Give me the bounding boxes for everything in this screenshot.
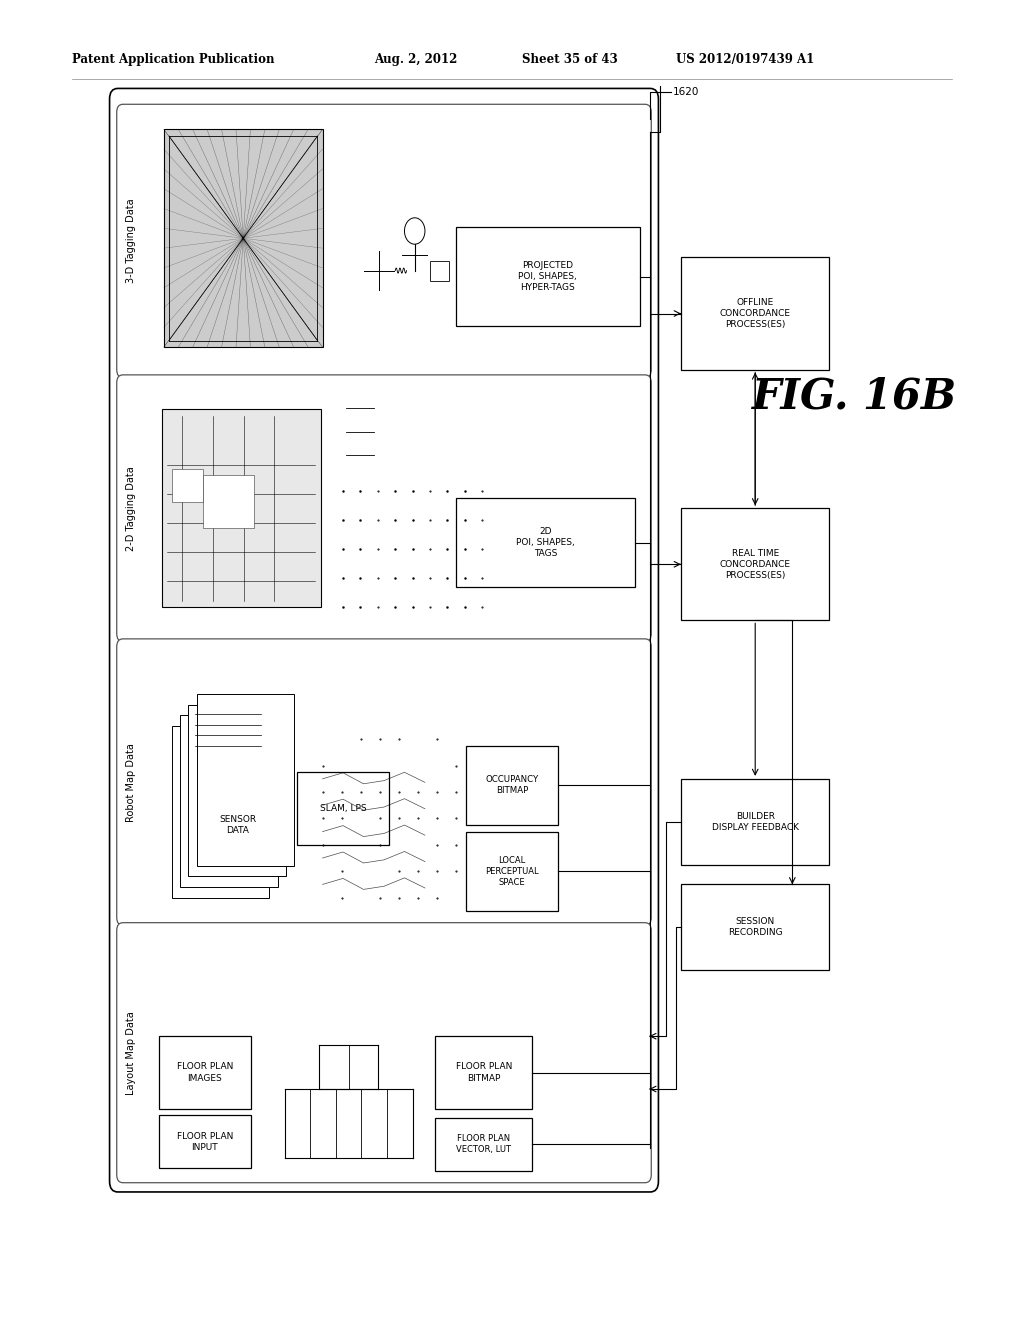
Text: LOCAL
PERCEPTUAL
SPACE: LOCAL PERCEPTUAL SPACE (485, 855, 539, 887)
FancyBboxPatch shape (117, 375, 651, 642)
Text: REAL TIME
CONCORDANCE
PROCESS(ES): REAL TIME CONCORDANCE PROCESS(ES) (720, 549, 791, 579)
FancyBboxPatch shape (466, 746, 558, 825)
FancyBboxPatch shape (435, 1118, 532, 1171)
Text: OFFLINE
CONCORDANCE
PROCESS(ES): OFFLINE CONCORDANCE PROCESS(ES) (720, 298, 791, 329)
Text: 1620: 1620 (673, 87, 699, 98)
FancyBboxPatch shape (188, 705, 286, 876)
FancyBboxPatch shape (203, 475, 254, 528)
FancyBboxPatch shape (435, 1036, 532, 1109)
FancyBboxPatch shape (162, 409, 321, 607)
FancyBboxPatch shape (110, 88, 658, 1192)
FancyBboxPatch shape (180, 715, 278, 887)
Text: SENSOR
DATA: SENSOR DATA (219, 816, 256, 834)
FancyBboxPatch shape (681, 508, 829, 620)
Text: Robot Map Data: Robot Map Data (126, 743, 136, 821)
FancyBboxPatch shape (430, 261, 449, 281)
FancyBboxPatch shape (681, 779, 829, 865)
Text: 3-D Tagging Data: 3-D Tagging Data (126, 198, 136, 284)
FancyBboxPatch shape (681, 884, 829, 970)
Text: US 2012/0197439 A1: US 2012/0197439 A1 (676, 53, 814, 66)
FancyBboxPatch shape (172, 469, 203, 502)
FancyBboxPatch shape (117, 639, 651, 925)
FancyBboxPatch shape (456, 498, 635, 587)
FancyBboxPatch shape (117, 104, 651, 378)
Text: 2-D Tagging Data: 2-D Tagging Data (126, 466, 136, 550)
FancyBboxPatch shape (466, 832, 558, 911)
Text: FLOOR PLAN
BITMAP: FLOOR PLAN BITMAP (456, 1063, 512, 1082)
Text: SESSION
RECORDING: SESSION RECORDING (728, 917, 782, 937)
Text: OCCUPANCY
BITMAP: OCCUPANCY BITMAP (485, 775, 539, 796)
Text: Sheet 35 of 43: Sheet 35 of 43 (522, 53, 618, 66)
FancyBboxPatch shape (681, 257, 829, 370)
Text: BUILDER
DISPLAY FEEDBACK: BUILDER DISPLAY FEEDBACK (712, 812, 799, 832)
Text: FLOOR PLAN
VECTOR, LUT: FLOOR PLAN VECTOR, LUT (457, 1134, 511, 1155)
Text: 2D
POI, SHAPES,
TAGS: 2D POI, SHAPES, TAGS (516, 527, 574, 558)
Text: SLAM, LPS: SLAM, LPS (319, 804, 367, 813)
Text: Layout Map Data: Layout Map Data (126, 1011, 136, 1094)
Text: PROJECTED
POI, SHAPES,
HYPER-TAGS: PROJECTED POI, SHAPES, HYPER-TAGS (518, 261, 578, 292)
FancyBboxPatch shape (172, 726, 269, 898)
FancyBboxPatch shape (159, 1036, 251, 1109)
Text: FIG. 16B: FIG. 16B (753, 375, 957, 417)
FancyBboxPatch shape (117, 923, 651, 1183)
FancyBboxPatch shape (164, 129, 323, 347)
Text: FLOOR PLAN
IMAGES: FLOOR PLAN IMAGES (176, 1063, 233, 1082)
Text: Patent Application Publication: Patent Application Publication (72, 53, 274, 66)
FancyBboxPatch shape (456, 227, 640, 326)
FancyBboxPatch shape (159, 1115, 251, 1168)
Text: Aug. 2, 2012: Aug. 2, 2012 (374, 53, 457, 66)
Text: FLOOR PLAN
INPUT: FLOOR PLAN INPUT (176, 1131, 233, 1152)
FancyBboxPatch shape (197, 694, 294, 866)
FancyBboxPatch shape (297, 772, 389, 845)
